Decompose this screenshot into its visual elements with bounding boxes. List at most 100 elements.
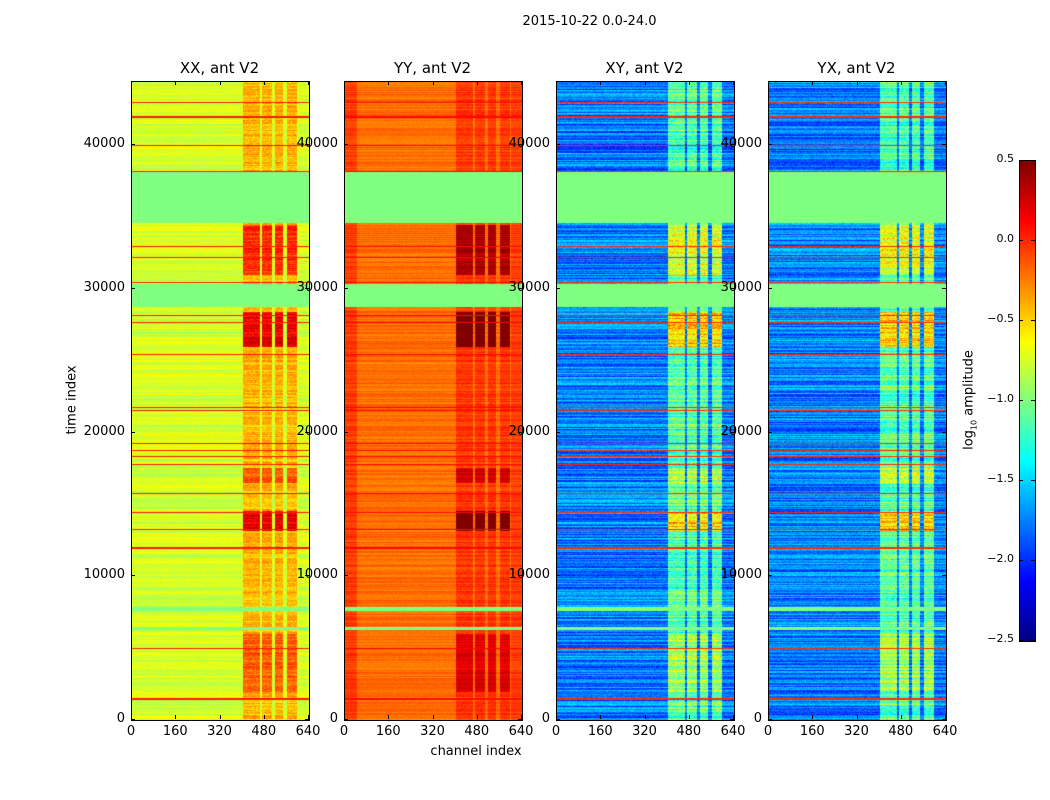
x-tick xyxy=(432,715,434,719)
y-tick-label: 40000 xyxy=(720,136,762,152)
y-tick-label: 10000 xyxy=(83,567,125,583)
y-tick xyxy=(131,144,135,146)
x-tick-top xyxy=(600,81,602,85)
x-tick-top xyxy=(945,81,946,85)
y-tick xyxy=(344,719,348,720)
x-tick xyxy=(521,715,522,719)
y-tick-right xyxy=(730,144,734,146)
x-tick xyxy=(219,715,221,719)
y-tick-right xyxy=(730,431,734,433)
y-tick xyxy=(768,719,772,720)
y-tick-right xyxy=(730,287,734,289)
x-tick-top xyxy=(175,81,177,85)
y-tick-label: 30000 xyxy=(83,279,125,295)
y-tick-label: 30000 xyxy=(508,279,550,295)
y-tick-right xyxy=(518,575,522,577)
y-tick-right xyxy=(305,575,309,577)
x-tick xyxy=(856,715,858,719)
colorbar-label-sub: 10 xyxy=(969,419,979,431)
x-tick-top xyxy=(263,81,265,85)
y-tick-label: 40000 xyxy=(83,136,125,152)
x-tick-label: 640 xyxy=(508,724,534,739)
colorbar-tick-right xyxy=(1031,480,1035,481)
colorbar-tick-label: −1.0 xyxy=(987,392,1014,405)
figure-title: 2015-10-22 0.0-24.0 xyxy=(522,14,657,29)
y-tick-right xyxy=(942,719,946,720)
y-tick xyxy=(344,287,348,289)
colorbar-tick xyxy=(1019,560,1023,561)
y-tick-right xyxy=(305,431,309,433)
x-tick-label: 160 xyxy=(375,724,401,739)
heatmap-panel-xy xyxy=(556,81,735,721)
y-tick-label: 0 xyxy=(116,711,125,726)
colorbar-tick-right xyxy=(1031,320,1035,321)
x-tick-top xyxy=(344,81,345,85)
y-tick-right xyxy=(518,144,522,146)
y-tick-label: 20000 xyxy=(83,423,125,439)
colorbar-tick-label: −0.5 xyxy=(987,312,1014,325)
x-tick-top xyxy=(521,81,522,85)
y-tick-right xyxy=(942,287,946,289)
panel-title: YY, ant V2 xyxy=(393,59,471,77)
x-tick xyxy=(900,715,902,719)
x-tick xyxy=(308,715,309,719)
y-tick xyxy=(768,144,772,146)
y-tick-label: 0 xyxy=(541,711,550,726)
y-tick xyxy=(131,575,135,577)
colorbar-tick-label: 0.0 xyxy=(996,232,1015,245)
y-tick-label: 30000 xyxy=(296,279,338,295)
y-tick-right xyxy=(942,431,946,433)
x-tick-top xyxy=(219,81,221,85)
x-tick-label: 480 xyxy=(464,724,490,739)
y-tick xyxy=(131,719,135,720)
x-tick-label: 320 xyxy=(632,724,657,739)
x-tick-label: 640 xyxy=(932,724,958,739)
x-tick-label: 0 xyxy=(126,724,136,739)
x-tick-top xyxy=(131,81,132,85)
x-tick-top xyxy=(308,81,309,85)
colorbar-tick-right xyxy=(1031,640,1035,641)
y-tick-label: 30000 xyxy=(720,279,762,295)
y-tick-label: 20000 xyxy=(720,423,762,439)
x-tick-top xyxy=(476,81,478,85)
colorbar-tick-right xyxy=(1031,560,1035,561)
y-tick-right xyxy=(305,719,309,720)
x-tick-label: 160 xyxy=(162,724,188,739)
colorbar-tick-label: −1.5 xyxy=(987,472,1014,485)
y-tick-label: 40000 xyxy=(296,136,338,152)
x-tick-top xyxy=(812,81,814,85)
y-tick-right xyxy=(730,575,734,577)
x-tick-top xyxy=(388,81,390,85)
x-tick xyxy=(175,715,177,719)
y-tick-right xyxy=(305,287,309,289)
colorbar-tick xyxy=(1019,400,1023,401)
heatmap-panel-yx xyxy=(768,81,947,721)
y-tick-label: 20000 xyxy=(296,423,338,439)
colorbar-label-log: log xyxy=(961,430,977,450)
x-tick-top xyxy=(432,81,434,85)
heatmap-image xyxy=(769,82,946,720)
x-tick-label: 320 xyxy=(207,724,232,739)
colorbar-tick-right xyxy=(1031,240,1035,241)
x-axis-label: channel index xyxy=(430,744,522,759)
panel-title: XX, ant V2 xyxy=(179,59,260,77)
y-tick-right xyxy=(518,719,522,720)
x-tick xyxy=(556,715,557,719)
y-tick xyxy=(556,719,560,720)
x-tick-label: 0 xyxy=(763,724,773,739)
x-tick-label: 160 xyxy=(799,724,825,739)
y-tick-right xyxy=(730,719,734,720)
colorbar-tick-label: −2.0 xyxy=(987,552,1014,565)
x-tick xyxy=(945,715,946,719)
x-tick-label: 0 xyxy=(339,724,349,739)
x-tick-label: 160 xyxy=(587,724,613,739)
x-tick-label: 480 xyxy=(888,724,914,739)
panel-title: YX, ant V2 xyxy=(817,59,896,77)
y-tick-label: 10000 xyxy=(720,567,762,583)
y-tick xyxy=(768,575,772,577)
y-tick-label: 10000 xyxy=(508,567,550,583)
y-tick-right xyxy=(305,144,309,146)
y-tick xyxy=(556,287,560,289)
colorbar-tick xyxy=(1019,240,1023,241)
